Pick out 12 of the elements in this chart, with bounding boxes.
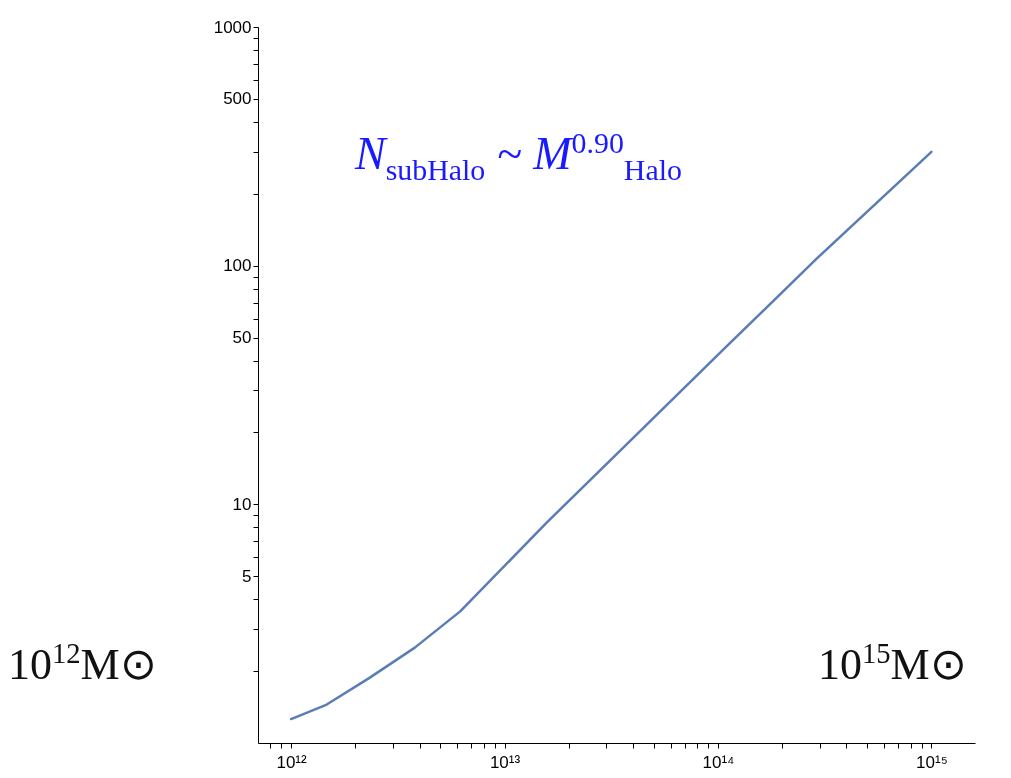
x-tick-label: 10¹³ (489, 752, 521, 772)
x-tick-label: 10¹⁵ (916, 752, 948, 772)
x-tick-label: 10¹⁴ (702, 752, 735, 772)
y-tick-label: 500 (223, 89, 252, 109)
y-tick-label: 100 (223, 256, 252, 276)
y-tick-label: 10 (232, 494, 252, 514)
y-tick-label: 50 (232, 328, 252, 348)
annotation: 10$^{15}$M⊙ (818, 638, 967, 689)
y-tick-label: 1000 (213, 17, 252, 37)
text: 10$^{12}$M⊙ (8, 638, 157, 689)
y-tick-label: 5 (242, 566, 252, 586)
x-tick-label: 10¹² (276, 752, 308, 772)
